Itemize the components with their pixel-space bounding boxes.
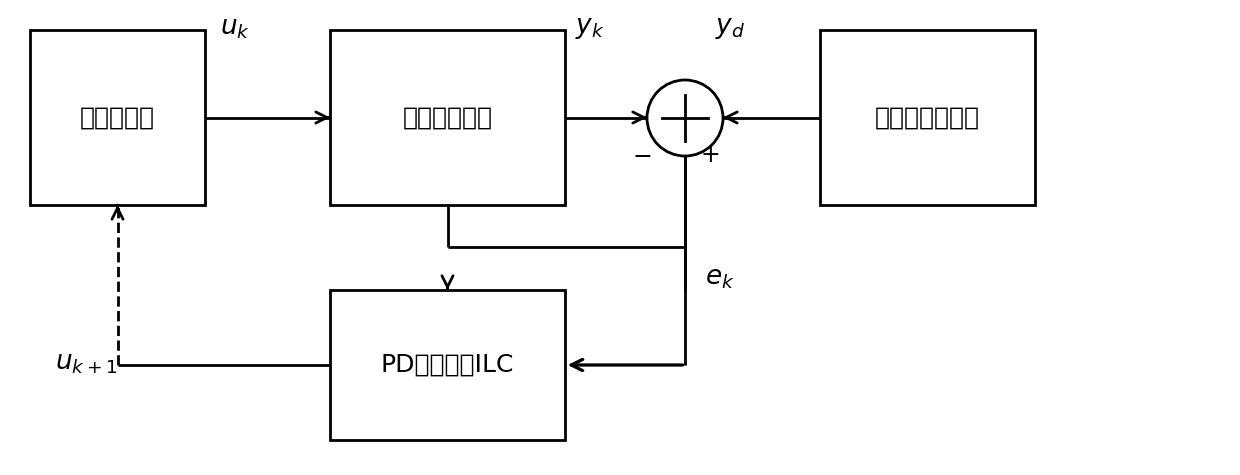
Bar bbox=[330, 290, 565, 440]
Text: $\mathit{u_{k+1}}$: $\mathit{u_{k+1}}$ bbox=[55, 350, 117, 376]
Bar bbox=[330, 30, 565, 205]
Text: 期望浓度存储器: 期望浓度存储器 bbox=[875, 105, 980, 130]
Text: 微藻发酵过程: 微藻发酵过程 bbox=[403, 105, 492, 130]
Text: $\mathit{y_k}$: $\mathit{y_k}$ bbox=[575, 15, 605, 41]
Text: 控制储存器: 控制储存器 bbox=[81, 105, 155, 130]
Text: $\mathit{y_d}$: $\mathit{y_d}$ bbox=[715, 15, 745, 41]
Text: $-$: $-$ bbox=[632, 143, 651, 167]
Bar bbox=[30, 30, 205, 205]
Text: $+$: $+$ bbox=[701, 143, 719, 167]
Text: PD型变增益ILC: PD型变增益ILC bbox=[381, 353, 515, 377]
Text: $\mathit{u_k}$: $\mathit{u_k}$ bbox=[219, 15, 250, 41]
Ellipse shape bbox=[647, 80, 723, 156]
Text: $\mathit{e_k}$: $\mathit{e_k}$ bbox=[706, 265, 734, 291]
Bar bbox=[820, 30, 1035, 205]
